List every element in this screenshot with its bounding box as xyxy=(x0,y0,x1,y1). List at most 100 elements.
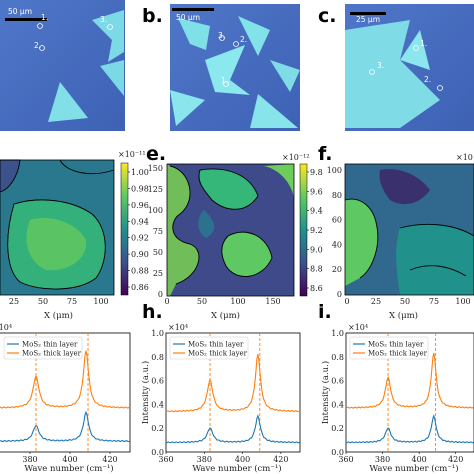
panel-d-colorbar-exponent: ×10⁻¹¹ xyxy=(118,150,146,159)
panel-b-point-3: 3. xyxy=(218,31,225,40)
panel-f-y-ticks: 0 20 40 60 80 100 xyxy=(327,166,342,299)
panel-f-ytick-label: 60 xyxy=(332,216,342,225)
panel-e-ytick-label: 100 xyxy=(148,206,163,215)
spectrum-2-ytick-label: 0.2 xyxy=(331,424,344,433)
spectrum-2-ytick-label: 0.0 xyxy=(331,448,344,457)
spectrum-2-legend xyxy=(349,336,429,360)
panel-a-point-1: 1. xyxy=(41,13,48,22)
panel-c-scale-bar-label: 25 µm xyxy=(356,15,380,24)
panel-f-ytick-label: 20 xyxy=(332,265,342,274)
panel-d-xtick-label: 50 xyxy=(38,297,48,306)
map-x-ticks: 25 50 75 100 0 50 100 150 0 25 50 75 100 xyxy=(9,297,471,306)
spectrum-1-ylabel: Intensity (a.u.) xyxy=(140,361,151,424)
spectrum-0-xtick-label: 380 xyxy=(22,455,37,464)
panel-f-xtick-label: 50 xyxy=(400,297,410,306)
panel-f-ytick-label: 80 xyxy=(332,191,342,200)
panel-e-colorbar-tick-label: 9.8 xyxy=(310,168,323,177)
panel-e-colorbar-tick-label: 9.6 xyxy=(310,187,323,196)
spectrum-2-series-0 xyxy=(346,414,474,444)
spectrum-1-ytick-label: 1.0 xyxy=(151,329,164,338)
panel-f-ytick-label: 40 xyxy=(332,240,342,249)
panel-e-xtick-label: 100 xyxy=(230,297,245,306)
spectrum-0-exponent: ×10⁴ xyxy=(0,323,12,332)
panel-e-ytick-label: 0 xyxy=(158,290,163,299)
spectrum-1-exponent: ×10⁴ xyxy=(168,323,188,332)
panel-e-colorbar-tick-label: 9.2 xyxy=(310,226,323,235)
panel-d-xtick-label: 100 xyxy=(93,297,108,306)
panel-e-map xyxy=(166,163,295,297)
spectrum-1-legend-label: MoS₂ thin layer xyxy=(188,341,244,349)
panel-d-colorbar-tick-label: 0.86 xyxy=(131,283,149,292)
panel-e-letter: e. xyxy=(146,143,166,165)
spectrum-1-legend-label: MoS₂ thick layer xyxy=(188,350,248,358)
panel-b-micrograph: 50 µm 1. 2. 3. xyxy=(170,4,300,131)
panel-a-point-2: 2. xyxy=(34,41,41,50)
panel-d-colorbar-tick-label: 0.90 xyxy=(131,250,149,259)
spectrum-2-xtick-label: 400 xyxy=(412,455,427,464)
panel-e-xtick-label: 150 xyxy=(265,297,280,306)
panel-e-colorbar-tick-label: 9.4 xyxy=(310,207,323,216)
spectrum-1-xtick-label: 380 xyxy=(197,455,212,464)
panel-f-map xyxy=(344,163,474,296)
panel-c-micrograph: 25 µm 1. 2. 3. xyxy=(345,4,474,131)
panel-f-xlabel: X (μm) xyxy=(389,310,418,321)
spectrum-2-ytick-label: 0.4 xyxy=(331,400,344,409)
panel-d-xlabel: X (μm) xyxy=(44,310,73,321)
panel-e-colorbar-tick-label: 9.0 xyxy=(310,245,323,254)
panel-e-y-ticks: 0 25 50 75 100 125 150 xyxy=(148,164,163,299)
spectrum-1-ytick-label: 0.0 xyxy=(151,448,164,457)
panel-e-xtick-label: 0 xyxy=(164,297,169,306)
panel-a-point-3: 3. xyxy=(100,15,107,24)
panel-e-ytick-label: 50 xyxy=(153,248,163,257)
panel-c-point-3: 3. xyxy=(377,61,384,70)
panel-a-scale-bar-label: 50 µm xyxy=(8,7,32,16)
spectrum-2-letter: i. xyxy=(318,301,332,323)
panel-e-ytick-label: 75 xyxy=(153,227,163,236)
spectrum-2-ytick-label: 1.0 xyxy=(331,329,344,338)
panel-d-colorbar: ×10⁻¹¹ 1.00 0.98 0.96 0.94 0.92 0.90 0.88 0.86 xyxy=(118,150,149,296)
spectrum-2-xtick-label: 360 xyxy=(338,455,353,464)
panel-f-colorbar-exponent: ×10 xyxy=(456,153,473,162)
panel-f-xtick-label: 75 xyxy=(429,297,439,306)
spectrum-2-exponent: ×10⁴ xyxy=(348,323,368,332)
spectrum-1-ytick-label: 0.4 xyxy=(151,400,164,409)
panel-b-point-1: 1. xyxy=(221,76,228,85)
spectrum-1-xtick-label: 420 xyxy=(273,455,288,464)
panel-f-ytick-label: 100 xyxy=(327,166,342,175)
panel-d-colorbar-tick-label: 1.00 xyxy=(131,168,149,177)
spectrum-2-series-1 xyxy=(345,352,474,409)
spectrum-2-xtick-label: 420 xyxy=(448,455,463,464)
spectrum-2-ylabel: Intensity (a.u.) xyxy=(320,361,331,424)
spectrum-1-xtick-label: 360 xyxy=(158,455,173,464)
spectrum-2-ytick-label: 0.6 xyxy=(331,377,344,386)
panel-e-colorbar-tick-label: 8.6 xyxy=(310,284,323,293)
spectrum-2-legend-label: MoS₂ thick layer xyxy=(368,350,428,358)
spectrum-1-ytick-label: 0.6 xyxy=(151,377,164,386)
panel-b-point-2: 2. xyxy=(240,35,247,44)
panel-d-colorbar-tick-label: 0.88 xyxy=(131,267,149,276)
spectrum-1-letter: h. xyxy=(142,301,163,323)
panel-e-colorbar-exponent: ×10⁻¹² xyxy=(282,153,310,162)
panel-f-letter: f. xyxy=(318,143,332,165)
panel-e-xtick-label: 50 xyxy=(197,297,207,306)
spectrum-1-series-1 xyxy=(165,353,301,413)
spectrum-2-xtick-label: 380 xyxy=(375,455,390,464)
panel-d-colorbar-tick-label: 0.96 xyxy=(131,201,149,210)
spectrum-1-ytick-label: 0.8 xyxy=(151,353,164,362)
panel-d-colorbar-tick-label: 0.94 xyxy=(131,217,149,226)
spectrum-1-xlabel: Wave number (cm⁻¹) xyxy=(192,463,281,474)
panel-e-xlabel: X (μm) xyxy=(211,310,240,321)
panel-a-micrograph: 50 µm 1. 2. 3. xyxy=(0,0,125,131)
panel-e-ytick-label: 125 xyxy=(148,185,163,194)
panel-d-xtick-label: 25 xyxy=(9,297,19,306)
panel-c-point-2: 2. xyxy=(424,75,431,84)
spectrum-2-xlabel: Wave number (cm⁻¹) xyxy=(369,463,458,474)
spectrum-2-legend-label: MoS₂ thin layer xyxy=(368,341,424,349)
spectrum-0-series-1 xyxy=(0,350,131,409)
panel-d-xtick-label: 75 xyxy=(67,297,77,306)
panel-b-letter: b. xyxy=(142,5,163,27)
spectrum-0-legend-label: MoS₂ thick layer xyxy=(22,350,82,358)
spectrum-1-legend xyxy=(169,336,249,360)
